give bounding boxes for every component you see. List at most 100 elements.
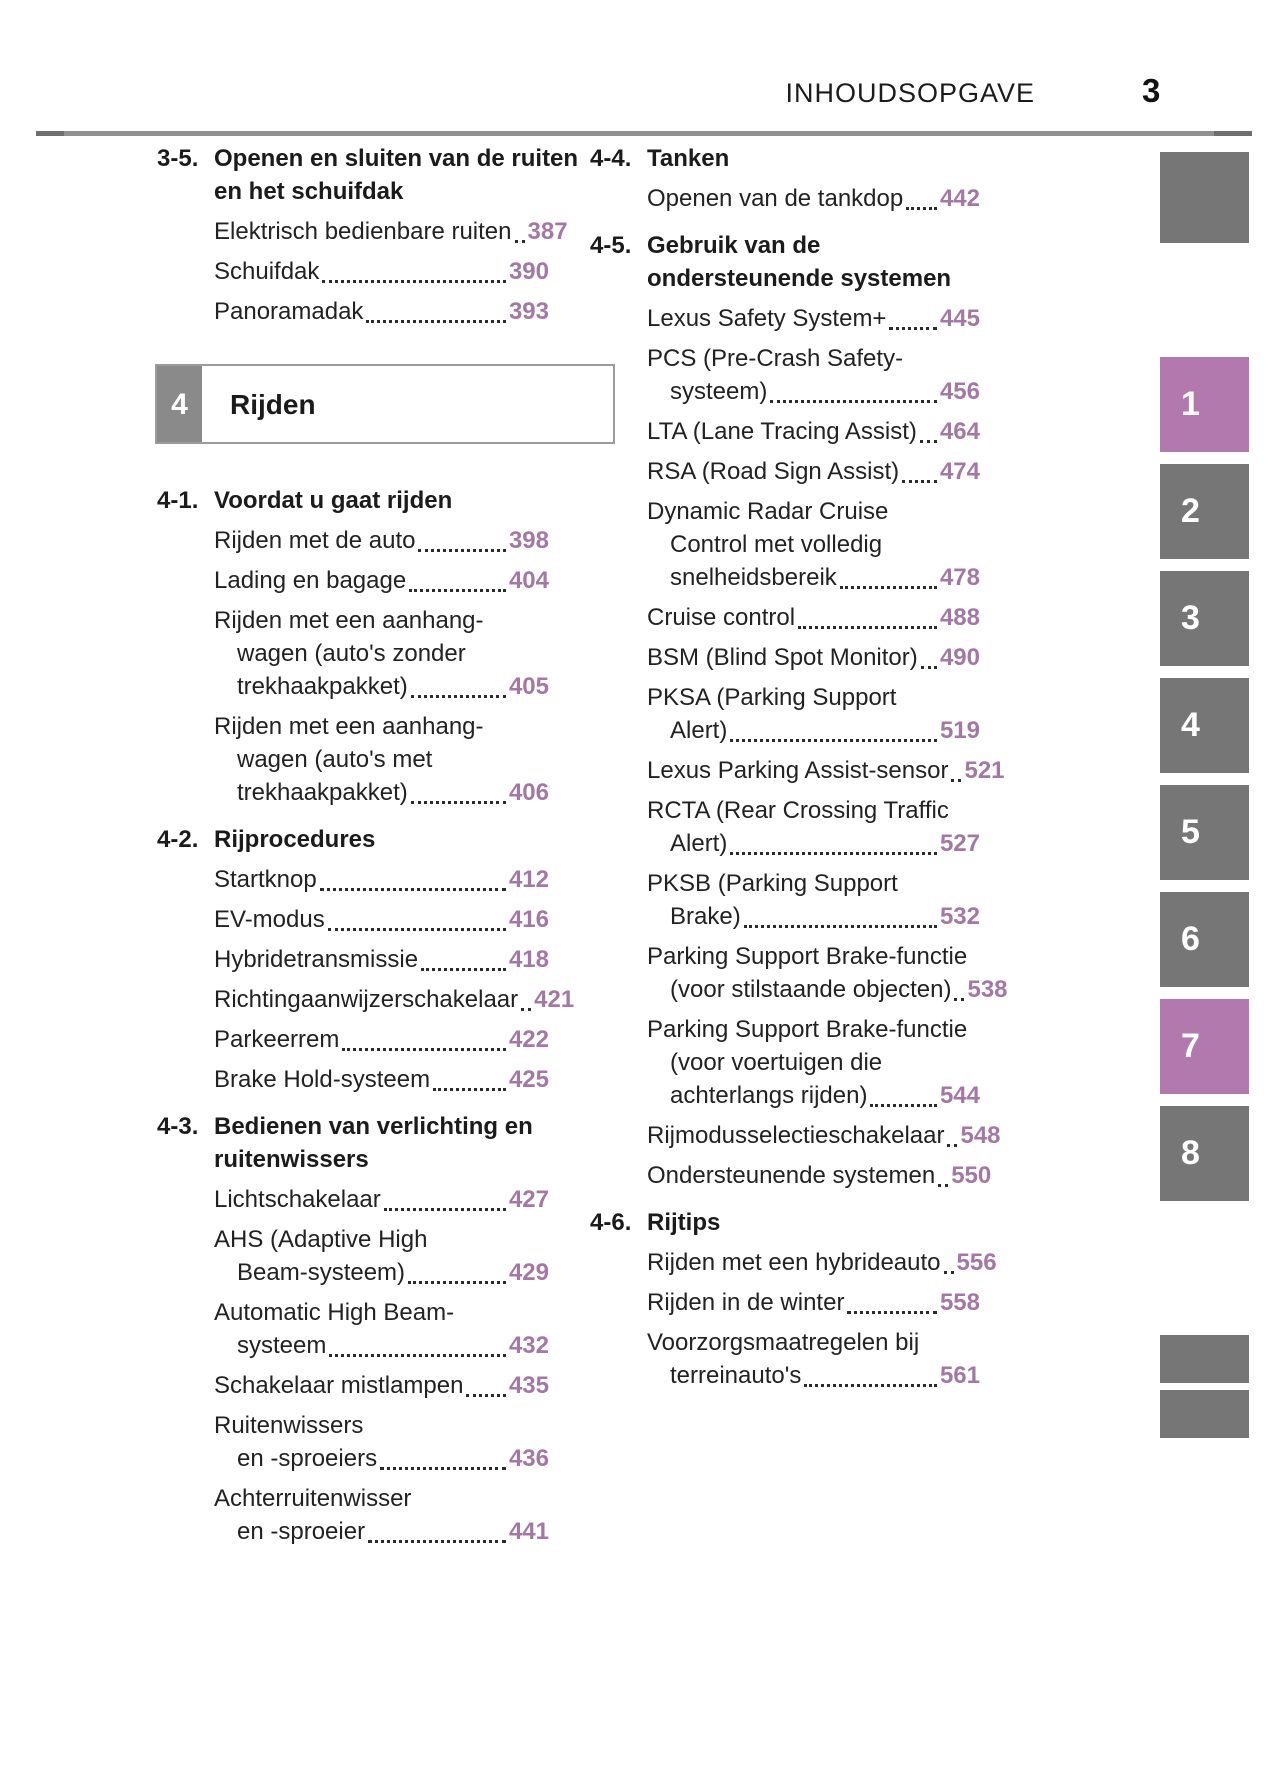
toc-entry-text: Rijmodusselectieschakelaar <box>647 1122 945 1149</box>
toc-entry: Ruitenwissers en -sproeiers 436 <box>214 1409 549 1475</box>
toc-entry-line: LTA (Lane Tracing Assist) 464 <box>647 415 980 448</box>
dot-leader <box>342 1023 506 1051</box>
toc-entry-line: systeem 432 <box>214 1329 549 1362</box>
toc-entry-line: Rijden in de winter 558 <box>647 1286 980 1319</box>
page-ref: 490 <box>939 644 980 671</box>
page-ref: 544 <box>939 1082 980 1109</box>
toc-entry-line: AHS (Adaptive High <box>214 1226 428 1253</box>
toc-entry-line: Rijden met een aanhang- <box>214 607 484 634</box>
page-ref: 435 <box>508 1372 549 1399</box>
toc-entry-line: Schuifdak 390 <box>214 255 549 288</box>
toc-entry-text: systeem <box>237 1332 327 1359</box>
toc-entry-text: systeem) <box>670 378 768 405</box>
section-title-line: Voordat u gaat rijden <box>214 487 453 514</box>
toc-entry-line: trekhaakpakket) 405 <box>214 670 549 703</box>
dot-leader <box>839 561 937 589</box>
toc-column-right: 4-4. Tanken Openen van de tankdop 442 4-5. Ge… <box>590 142 1008 1399</box>
toc-section: 4-5. Gebruik van de ondersteunende systeme… <box>590 229 1008 1192</box>
section-heading: 4-3. Bedienen van verlichting en ruitenwis… <box>157 1110 549 1176</box>
toc-entry: RCTA (Rear Crossing Traffic Alert) 527 <box>647 794 980 860</box>
toc-entry-line: Schakelaar mistlampen 435 <box>214 1369 549 1402</box>
toc-entry: Elektrisch bedienbare ruiten 387 <box>214 215 568 248</box>
chapter-title: Rijden <box>230 388 316 420</box>
toc-entry-text: trekhaakpakket) <box>237 779 408 806</box>
toc-entry-line: Rijden met een aanhang- <box>214 713 484 740</box>
chapter-number: 4 <box>157 366 202 442</box>
sidebar-box-top <box>1160 152 1249 243</box>
toc-entry-text: en -sproeiers <box>237 1445 378 1472</box>
page-ref: 416 <box>508 906 549 933</box>
section-title-line: Gebruik van de <box>647 232 821 259</box>
page-ref: 488 <box>939 604 980 631</box>
toc-entry-text: Rijden met een hybrideauto <box>647 1249 941 1276</box>
toc-entry: Cruise control 488 <box>647 601 980 634</box>
toc-entry-line: wagen (auto's zonder <box>237 640 466 667</box>
dot-leader <box>408 1256 506 1284</box>
toc-entry-line: Ondersteunende systemen 550 <box>647 1159 991 1192</box>
page-ref: 422 <box>508 1026 549 1053</box>
toc-entry-text: Alert) <box>670 717 728 744</box>
toc-entry-line: Lexus Safety System+ 445 <box>647 302 980 335</box>
page-ref: 548 <box>960 1122 1001 1149</box>
toc-entry: PKSA (Parking Support Alert) 519 <box>647 681 980 747</box>
toc-entry: Rijmodusselectieschakelaar 548 <box>647 1119 1001 1152</box>
page-title: INHOUDSOPGAVE <box>785 78 1035 108</box>
dot-leader <box>433 1063 506 1091</box>
page-ref: 527 <box>939 830 980 857</box>
chapter-tab-5: 5 <box>1160 785 1249 880</box>
toc-entry-line: Control met volledig <box>670 531 883 558</box>
page-ref: 441 <box>508 1518 549 1545</box>
toc-entry: Automatic High Beam-systeem 432 <box>214 1296 549 1362</box>
page-ref: 404 <box>508 567 549 594</box>
dot-leader <box>847 1286 937 1314</box>
toc-entry-line: systeem) 456 <box>647 375 980 408</box>
sidebar-box-bottom-1 <box>1160 1335 1249 1383</box>
section-number: 4-1. <box>157 487 199 514</box>
toc-entry: Lexus Parking Assist-sensor 521 <box>647 754 1005 787</box>
dot-leader <box>902 455 937 483</box>
dot-leader <box>770 375 937 403</box>
chapter-tab-3: 3 <box>1160 571 1249 666</box>
dot-leader <box>798 601 937 629</box>
section-entries: Rijden met de auto 398 Lading en bagage 404… <box>214 524 549 809</box>
sidebar-tabs: 1 2 3 4 5 6 7 8 <box>1160 0 1249 1770</box>
dot-leader <box>383 1183 506 1211</box>
toc-entry-line: Alert) 519 <box>647 714 980 747</box>
page-ref: 393 <box>508 298 549 325</box>
dot-leader <box>366 295 506 323</box>
toc-entry-line: trekhaakpakket) 406 <box>214 776 549 809</box>
toc-section: 4-2. Rijprocedures Startknop 412 EV-modus 416… <box>157 823 574 1096</box>
toc-entry: Panoramadak 393 <box>214 295 549 328</box>
page-ref: 464 <box>939 418 980 445</box>
chapter-tab-7: 7 <box>1160 999 1249 1094</box>
toc-entry-line: Alert) 527 <box>647 827 980 860</box>
toc-entry-line: Dynamic Radar Cruise <box>647 498 889 525</box>
chapter-tab-label: 2 <box>1181 492 1200 530</box>
page-ref: 456 <box>939 378 980 405</box>
chapter-tab-label: 3 <box>1181 599 1200 637</box>
chapter-tab-6: 6 <box>1160 892 1249 987</box>
toc-entry-line: en -sproeier 441 <box>214 1515 549 1548</box>
toc-entry: Schakelaar mistlampen 435 <box>214 1369 549 1402</box>
toc-entry-line: snelheidsbereik 478 <box>647 561 980 594</box>
toc-entry: Parking Support Brake-functie (voor voert… <box>647 1013 980 1112</box>
section-title-line: ruitenwissers <box>214 1146 369 1173</box>
dot-leader <box>410 776 506 804</box>
page-ref: 406 <box>508 779 549 806</box>
dot-leader <box>954 973 965 1001</box>
section-title-line: ondersteunende systemen <box>647 265 952 292</box>
page-number: 3 <box>1142 72 1161 109</box>
page-ref: 429 <box>508 1259 549 1286</box>
toc-section: 4-6. Rijtips Rijden met een hybrideauto 556… <box>590 1206 997 1392</box>
toc-entry: EV-modus 416 <box>214 903 549 936</box>
toc-entry: Achterruitenwisser en -sproeier 441 <box>214 1482 549 1548</box>
chapter-box: 4 Rijden <box>155 364 615 444</box>
toc-section: 4-4. Tanken Openen van de tankdop 442 <box>590 142 980 215</box>
toc-entry-line: Parkeerrem 422 <box>214 1023 549 1056</box>
toc-entry-text: (voor stilstaande objecten) <box>670 976 952 1003</box>
toc-entry: Startknop 412 <box>214 863 549 896</box>
toc-entry: Ondersteunende systemen 550 <box>647 1159 991 1192</box>
section-title-line: Rijprocedures <box>214 826 376 853</box>
chapter-tab-label: 7 <box>1181 1027 1200 1065</box>
toc-entry-text: Startknop <box>214 866 317 893</box>
